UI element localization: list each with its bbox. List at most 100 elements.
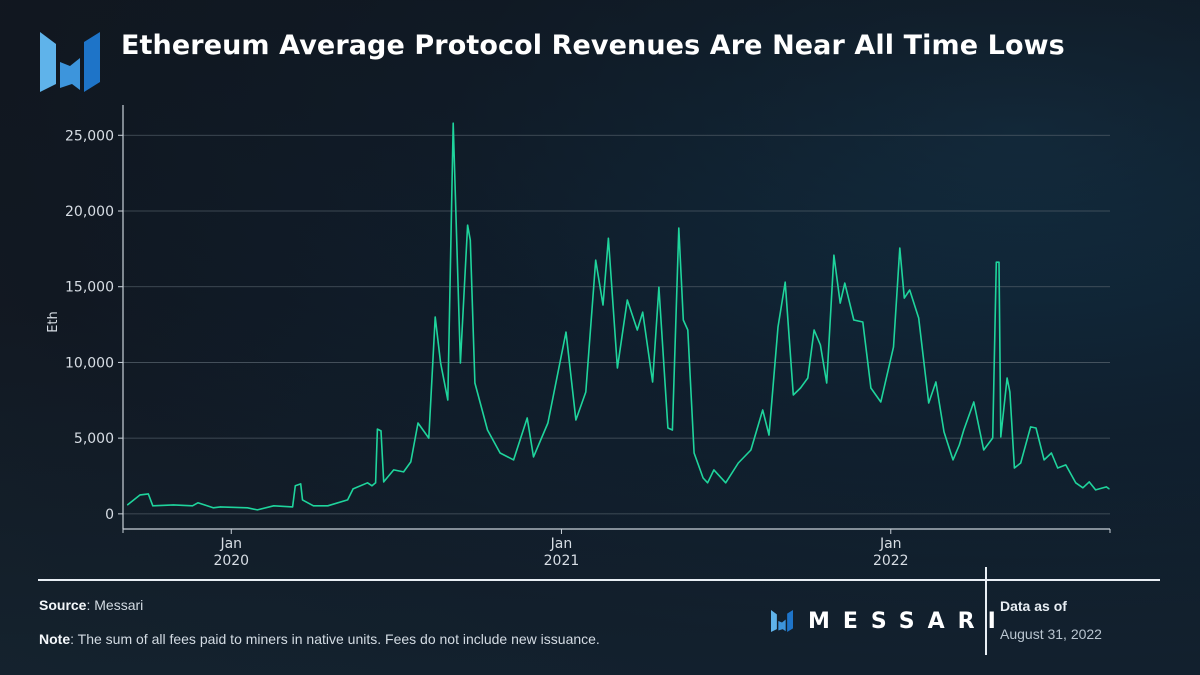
data-point — [777, 326, 779, 328]
data-point — [844, 282, 846, 284]
data-point — [792, 394, 794, 396]
messari-brand-logo-icon — [771, 610, 793, 632]
x-tick-label-year: 2021 — [544, 553, 580, 569]
data-point — [273, 505, 275, 507]
data-point — [1035, 427, 1037, 429]
data-point — [1000, 436, 1002, 438]
data-point — [1009, 391, 1011, 393]
data-point — [928, 402, 930, 404]
note-value: : The sum of all fees paid to miners in … — [70, 631, 600, 647]
data-point — [376, 428, 379, 430]
messari-brand: MESSARI — [770, 607, 1009, 635]
data-point — [616, 367, 619, 369]
brand-name: MESSARI — [808, 608, 1009, 634]
y-tick-label: 20,000 — [65, 204, 114, 220]
data-point — [943, 431, 945, 433]
data-point — [246, 507, 249, 509]
data-point — [1082, 487, 1084, 489]
data-point — [447, 399, 449, 401]
data-point — [880, 401, 882, 403]
data-point — [1020, 462, 1022, 464]
data-point — [294, 485, 296, 487]
source-label: Source — [39, 597, 87, 613]
note-label: Note — [39, 631, 71, 647]
data-point — [312, 505, 314, 507]
data-point — [417, 422, 419, 424]
data-point — [526, 417, 528, 419]
x-tick-label-month: Jan — [219, 536, 242, 552]
data-point — [1088, 481, 1090, 483]
data-point — [903, 297, 905, 299]
data-point — [702, 477, 704, 479]
data-point — [737, 462, 739, 464]
data-point — [469, 239, 471, 241]
data-point — [499, 452, 501, 454]
data-point — [839, 302, 841, 304]
data-point — [428, 437, 430, 439]
data-point — [434, 316, 436, 318]
data-point — [1105, 486, 1107, 488]
data-point — [452, 122, 454, 124]
data-point — [219, 506, 222, 508]
chart-title: Ethereum Average Protocol Revenues Are N… — [121, 30, 1065, 61]
data-point — [575, 419, 577, 421]
data-point — [952, 459, 954, 461]
data-point — [658, 286, 660, 288]
data-point — [862, 321, 864, 323]
footer-vertical-divider — [985, 567, 987, 655]
data-point — [513, 459, 515, 461]
data-point — [366, 482, 369, 484]
data-point — [713, 469, 715, 471]
data-point — [642, 311, 644, 313]
data-point — [467, 224, 469, 226]
data-point — [547, 422, 549, 424]
data-point — [853, 319, 855, 321]
x-tick-label-year: 2022 — [873, 553, 909, 569]
y-tick-label: 10,000 — [65, 355, 114, 371]
data-point — [607, 237, 609, 239]
data-point — [799, 387, 802, 389]
data-point — [410, 461, 412, 463]
data-point — [602, 304, 604, 306]
data-point — [671, 429, 674, 431]
y-axis-label: Eth — [46, 311, 61, 333]
source-value: : Messari — [86, 597, 144, 613]
data-point — [678, 227, 680, 229]
data-point — [819, 344, 821, 346]
data-point — [301, 499, 304, 501]
data-point — [1050, 452, 1052, 454]
data-point — [402, 471, 405, 473]
data-point — [935, 381, 937, 383]
data-as-of-label: Data as of — [1000, 598, 1067, 614]
data-point — [768, 434, 770, 436]
data-point — [1043, 459, 1045, 461]
data-point — [595, 259, 597, 261]
data-point — [833, 254, 835, 256]
data-point — [998, 261, 1000, 263]
data-point — [807, 377, 809, 379]
note-text: Note: The sum of all fees paid to miners… — [39, 631, 600, 647]
data-point — [626, 299, 628, 301]
x-tick-label-month: Jan — [879, 536, 902, 552]
data-point — [1006, 377, 1008, 379]
data-point — [1094, 489, 1097, 491]
data-point — [383, 481, 385, 483]
data-point — [147, 493, 149, 495]
data-point — [327, 505, 329, 507]
source-text: Source: Messari — [39, 597, 143, 613]
data-point — [992, 437, 994, 439]
data-point — [725, 482, 727, 484]
data-point — [352, 488, 354, 490]
data-point — [126, 504, 129, 506]
data-point — [459, 362, 462, 364]
data-point — [486, 429, 489, 431]
data-point — [256, 509, 259, 511]
data-point — [826, 382, 828, 384]
data-point — [292, 506, 294, 508]
axes — [122, 105, 1111, 533]
data-point — [687, 329, 689, 331]
data-point — [1013, 467, 1015, 469]
data-point — [439, 362, 442, 364]
